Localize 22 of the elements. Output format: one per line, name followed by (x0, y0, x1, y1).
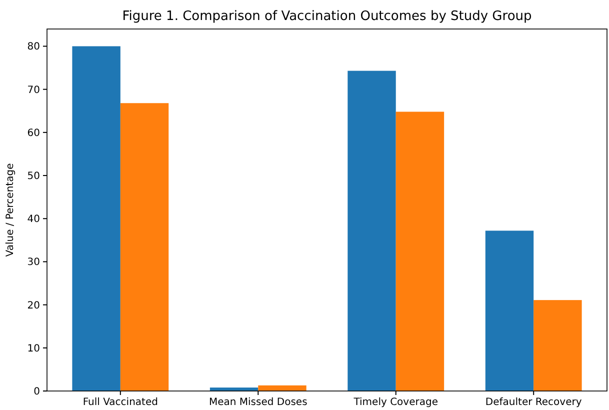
x-tick-label: Timely Coverage (352, 397, 438, 408)
y-tick-label: 70 (27, 84, 40, 96)
y-axis-title: Value / Percentage (5, 163, 16, 257)
y-tick-label: 20 (27, 300, 40, 312)
x-tick-label: Defaulter Recovery (485, 397, 582, 408)
y-tick-label: 40 (27, 214, 40, 226)
chart-title: Figure 1. Comparison of Vaccination Outcomes by Study Group (122, 9, 532, 24)
bar (485, 230, 534, 391)
y-tick-label: 10 (27, 343, 40, 354)
x-tick-label: Full Vaccinated (82, 397, 158, 408)
y-tick-label: 50 (27, 171, 40, 182)
y-tick-label: 60 (27, 128, 40, 139)
bar (396, 112, 444, 391)
bar (72, 46, 120, 391)
x-tick-label: Mean Missed Doses (208, 397, 308, 408)
bar (120, 103, 169, 391)
y-tick-label: 30 (27, 257, 40, 268)
bar (348, 70, 396, 391)
y-tick-label: 80 (27, 42, 40, 53)
bar (534, 300, 582, 391)
y-tick-label: 0 (34, 386, 40, 398)
bar (258, 385, 306, 391)
